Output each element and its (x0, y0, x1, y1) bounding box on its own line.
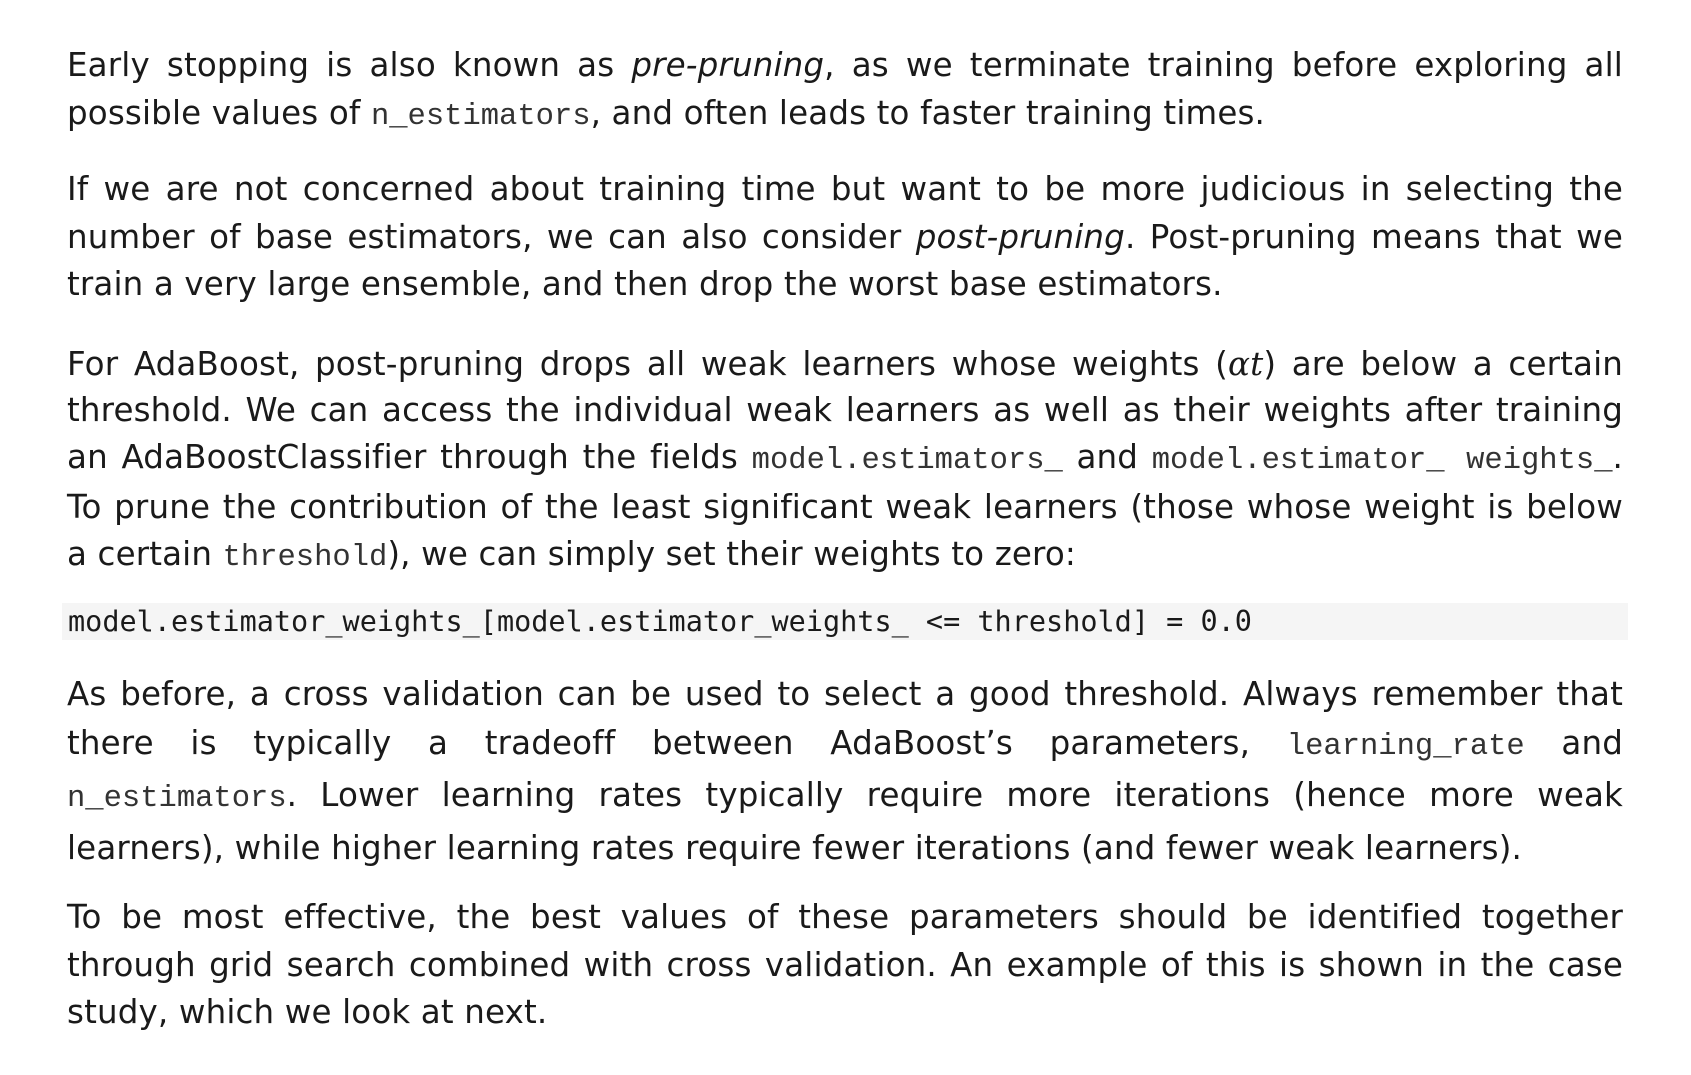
paragraph-post-pruning: If we are not concerned about training t… (67, 166, 1623, 309)
paragraph-early-stopping: Early stopping is also known as pre-prun… (67, 42, 1623, 141)
text-run: As before, a cross validation can be use… (67, 675, 1623, 762)
paragraph-grid-search: To be most effective, the best values of… (67, 894, 1623, 1037)
code-block: model.estimator_weights_[model.estimator… (62, 603, 1628, 640)
text-run: If we are not concerned about training t… (67, 170, 1623, 256)
text-run: , as we terminate training before explor… (67, 46, 1623, 132)
document-page: Early stopping is also known as pre-prun… (62, 42, 1628, 1037)
inline-code-threshold: threshold (222, 540, 388, 575)
text-run: Early stopping is also known as (67, 46, 632, 84)
text-run: . To prune the contribution of the least… (67, 437, 1623, 573)
text-run: and (1062, 437, 1152, 476)
emphasis-post-pruning: post-pruning (915, 217, 1125, 256)
text-run: , and often leads to faster training tim… (590, 93, 1266, 132)
emphasis-pre-pruning: pre-pruning (631, 46, 825, 84)
text-run: ), we can simply set their weights to ze… (387, 534, 1076, 573)
inline-code-learning-rate: learning_rate (1286, 729, 1525, 764)
text-run: . Lower learning rates typically require… (67, 776, 1623, 867)
paragraph-cross-validation: As before, a cross validation can be use… (67, 670, 1623, 872)
inline-code-estimator-weights: model.estimator_ weights_ (1151, 443, 1613, 478)
inline-code-estimators: model.estimators_ (751, 443, 1063, 478)
text-run: To be most effective, the best values of… (67, 898, 1623, 1031)
paragraph-adaboost-pruning: For AdaBoost, post-pruning drops all wea… (67, 341, 1623, 582)
math-alpha-t: αt (1228, 344, 1264, 383)
text-run: . Post-pruning means that we train a ver… (67, 217, 1623, 304)
text-run: ) are below a certain threshold. We can … (67, 344, 1623, 476)
text-run: For AdaBoost, post-pruning drops all wea… (67, 344, 1229, 383)
text-run: and (1524, 723, 1624, 762)
inline-code-n-estimators: n_estimators (370, 99, 591, 134)
inline-code-n-estimators: n_estimators (67, 782, 287, 816)
